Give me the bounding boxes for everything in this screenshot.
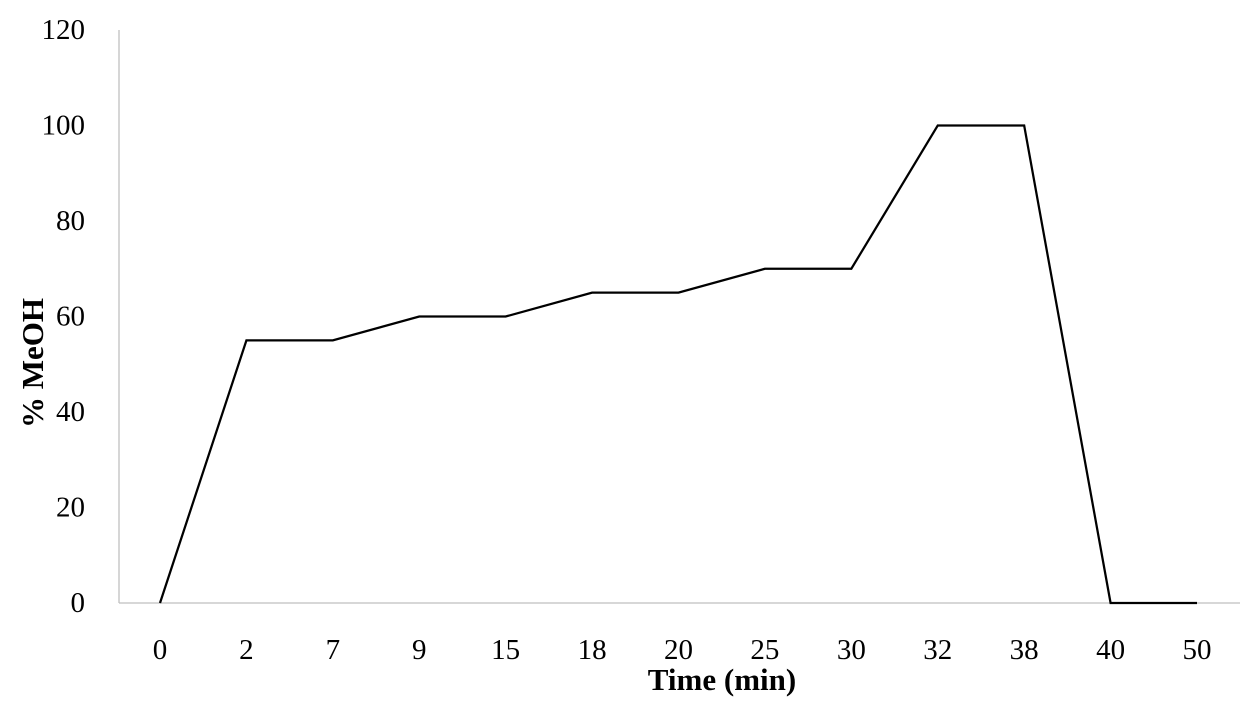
x-tick-label: 25 — [750, 634, 779, 666]
x-tick-label: 9 — [412, 634, 427, 666]
y-tick-label: 20 — [56, 492, 85, 524]
x-tick-label: 18 — [578, 634, 607, 666]
x-tick-label: 15 — [491, 634, 520, 666]
x-axis-title: Time (min) — [647, 662, 797, 697]
y-tick-label: 100 — [42, 110, 86, 142]
y-tick-label: 40 — [56, 396, 85, 428]
x-tick-label: 38 — [1010, 634, 1039, 666]
y-tick-label: 120 — [42, 14, 86, 46]
x-tick-label: 40 — [1096, 634, 1125, 666]
x-tick-label: 0 — [153, 634, 168, 666]
y-tick-label: 80 — [56, 205, 85, 237]
x-tick-label: 32 — [923, 634, 952, 666]
y-axis-title: % MeOH — [15, 298, 50, 428]
x-tick-label: 30 — [837, 634, 866, 666]
x-tick-label: 2 — [239, 634, 254, 666]
y-tick-label: 60 — [56, 301, 85, 333]
x-tick-label: 20 — [664, 634, 693, 666]
x-tick-label: 7 — [326, 634, 341, 666]
x-tick-label: 50 — [1183, 634, 1212, 666]
data-line-meoh-gradient — [158, 124, 1197, 605]
y-tick-label: 0 — [71, 587, 86, 619]
